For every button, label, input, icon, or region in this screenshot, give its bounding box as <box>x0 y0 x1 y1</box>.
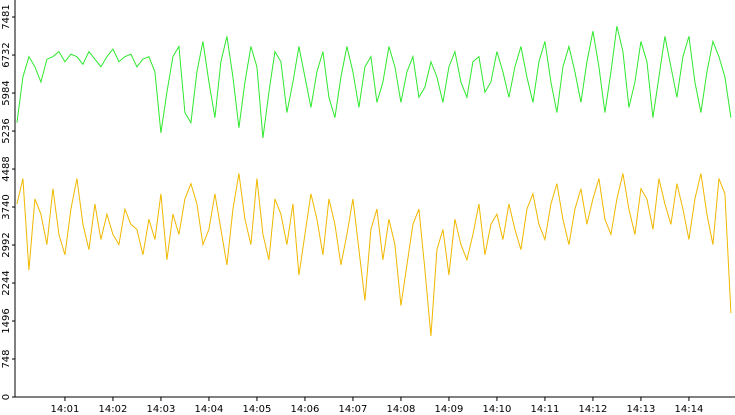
x-tick-label: 14:11 <box>531 404 560 415</box>
series-line <box>16 26 732 139</box>
x-tick-label: 14:07 <box>339 404 368 415</box>
y-tick-label: 748 <box>1 349 12 368</box>
x-tick-label: 14:01 <box>51 404 80 415</box>
x-tick-label: 14:03 <box>147 404 176 415</box>
x-tick-label: 14:05 <box>243 404 272 415</box>
y-tick-label: 7481 <box>1 4 12 29</box>
y-tick-label: 6732 <box>1 42 12 67</box>
y-tick-label: 2244 <box>1 270 12 295</box>
x-tick-label: 14:08 <box>387 404 416 415</box>
y-tick-label: 2992 <box>1 232 12 257</box>
y-tick-label: 1496 <box>1 308 12 333</box>
x-tick-label: 14:06 <box>291 404 320 415</box>
x-tick-label: 14:13 <box>627 404 656 415</box>
x-tick-label: 14:02 <box>99 404 128 415</box>
x-tick-label: 14:12 <box>579 404 608 415</box>
x-tick-label: 14:09 <box>435 404 464 415</box>
y-tick-label: 5236 <box>1 118 12 143</box>
y-tick-label: 5984 <box>1 80 12 105</box>
y-tick-label: 3740 <box>1 194 12 219</box>
y-tick-label: 0 <box>1 394 12 400</box>
x-tick-label: 14:10 <box>483 404 512 415</box>
x-tick-label: 14:14 <box>675 404 704 415</box>
series-line <box>16 173 732 337</box>
x-tick-label: 14:04 <box>195 404 224 415</box>
y-tick-label: 4488 <box>1 156 12 181</box>
